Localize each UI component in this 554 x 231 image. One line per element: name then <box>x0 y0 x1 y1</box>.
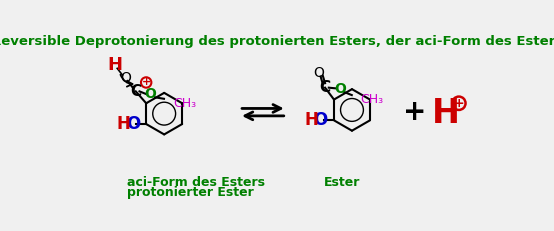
Text: O: O <box>314 111 328 129</box>
Text: +: + <box>403 98 426 126</box>
Text: +: + <box>142 77 151 88</box>
Text: H: H <box>107 56 122 74</box>
Text: O: O <box>145 87 157 101</box>
Text: +: + <box>454 97 464 110</box>
Text: O: O <box>126 115 140 133</box>
Text: C: C <box>130 84 141 99</box>
Text: Reversible Deprotonierung des protonierten Esters, der aci-Form des Esters: Reversible Deprotonierung des protoniert… <box>0 35 554 48</box>
Text: O: O <box>314 66 325 80</box>
Text: C: C <box>320 80 331 95</box>
Text: H: H <box>305 111 319 129</box>
Text: CH₃: CH₃ <box>361 93 384 106</box>
Text: H: H <box>432 97 459 130</box>
Text: O: O <box>120 71 131 85</box>
Text: aci-Form des Esters: aci-Form des Esters <box>127 176 265 189</box>
Text: Ester: Ester <box>324 176 360 189</box>
FancyArrowPatch shape <box>120 75 132 87</box>
Text: CH₃: CH₃ <box>173 97 196 110</box>
Text: H: H <box>117 115 131 133</box>
Text: O: O <box>334 82 346 96</box>
Text: protonierter Ester: protonierter Ester <box>127 186 254 199</box>
